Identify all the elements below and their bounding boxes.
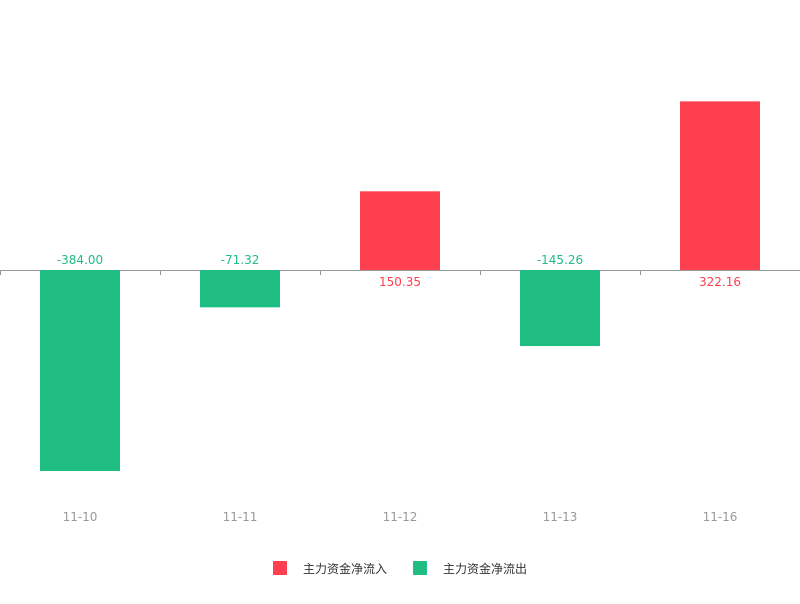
legend: 主力资金净流入 主力资金净流出 [0,558,800,578]
data-label-11-11: -71.32 [221,253,260,267]
bar-11-10[interactable] [40,270,120,471]
data-label-11-12: 150.35 [379,275,421,289]
x-tick-label-11-11: 11-11 [223,510,258,524]
x-tick-label-11-16: 11-16 [703,510,738,524]
data-label-11-16: 322.16 [699,275,741,289]
data-label-11-10: -384.00 [57,253,103,267]
legend-swatch-outflow [413,561,427,575]
data-label-11-13: -145.26 [537,253,583,267]
legend-item-outflow[interactable]: 主力资金净流出 [413,560,527,577]
legend-item-inflow[interactable]: 主力资金净流入 [272,560,387,577]
legend-label-inflow: 主力资金净流入 [302,561,387,576]
bar-11-16[interactable] [680,101,760,270]
bar-11-11[interactable] [200,270,280,308]
legend-swatch-inflow [272,561,287,575]
x-tick-label-11-10: 11-10 [63,510,98,524]
x-tick-label-11-12: 11-12 [383,510,418,524]
x-tick-label-11-13: 11-13 [543,510,578,524]
legend-label-outflow: 主力资金净流出 [443,561,528,576]
bar-11-12[interactable] [360,191,440,270]
bar-11-13[interactable] [520,270,600,347]
